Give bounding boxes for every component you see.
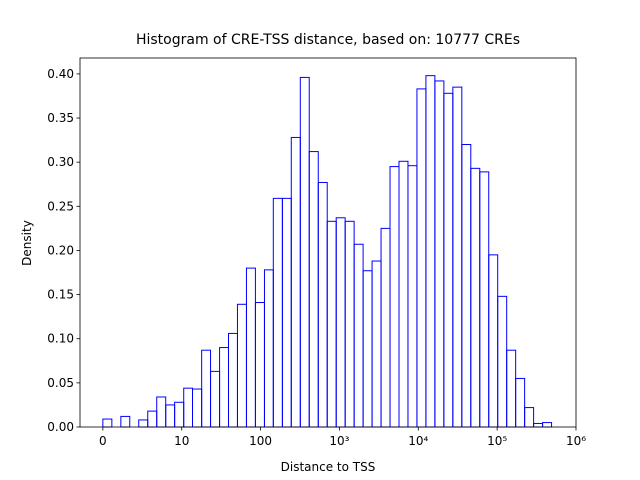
histogram-bar xyxy=(290,136,301,428)
y-tick-label: 0.40 xyxy=(47,67,74,81)
histogram-bar xyxy=(165,404,176,428)
histogram-bar xyxy=(344,220,355,428)
histogram-bar xyxy=(515,377,526,428)
histogram-bar xyxy=(174,401,185,428)
y-tick-label: 0.00 xyxy=(47,420,74,434)
y-axis-label: Density xyxy=(20,220,34,266)
histogram-bar xyxy=(470,167,481,428)
histogram-bar xyxy=(147,410,158,428)
histogram-bar xyxy=(542,422,553,428)
y-tick-label: 0.20 xyxy=(47,243,74,257)
x-tick-label: 100 xyxy=(249,434,272,448)
histogram-bar xyxy=(192,388,203,428)
histogram-bar xyxy=(219,347,230,428)
histogram-bar xyxy=(183,387,194,428)
x-tick-label: 10⁵ xyxy=(487,434,507,448)
y-tick-label: 0.05 xyxy=(47,376,74,390)
histogram-bar xyxy=(425,75,436,428)
histogram-bar xyxy=(497,295,508,428)
histogram-bar xyxy=(156,396,167,428)
histogram-bar xyxy=(461,144,472,428)
histogram-bar xyxy=(533,422,544,428)
x-tick-label: 10⁴ xyxy=(408,434,428,448)
histogram-bar xyxy=(488,254,499,428)
x-axis-label: Distance to TSS xyxy=(281,460,376,474)
histogram-bar xyxy=(407,165,418,428)
histogram-bar xyxy=(434,80,445,428)
histogram-bar xyxy=(479,171,490,428)
histogram-bar xyxy=(443,92,454,428)
histogram-bar xyxy=(210,370,221,428)
histogram-bar xyxy=(120,415,131,428)
histogram-bar xyxy=(380,227,391,428)
y-tick-label: 0.35 xyxy=(47,111,74,125)
histogram-bar xyxy=(335,217,346,428)
y-tick-label: 0.10 xyxy=(47,332,74,346)
histogram-bar xyxy=(245,267,256,428)
plot-frame xyxy=(79,57,577,428)
histogram-bar xyxy=(398,160,409,428)
histogram-bar xyxy=(362,270,373,428)
histogram-bar xyxy=(308,151,319,428)
histogram-bar xyxy=(138,419,149,428)
histogram-bar xyxy=(389,166,400,428)
histogram-bar xyxy=(416,88,427,428)
y-tick-label: 0.15 xyxy=(47,288,74,302)
y-tick-label: 0.25 xyxy=(47,199,74,213)
histogram-bar xyxy=(281,197,292,428)
histogram-bar xyxy=(263,269,274,428)
histogram-bar xyxy=(506,349,517,428)
histogram-bar xyxy=(326,220,337,428)
chart-title: Histogram of CRE-TSS distance, based on:… xyxy=(136,32,520,48)
histogram-bar xyxy=(272,197,283,428)
histogram-bar xyxy=(452,86,463,428)
x-tick-label: 10 xyxy=(174,434,189,448)
x-tick-label: 10³ xyxy=(329,434,349,448)
histogram-bar xyxy=(228,332,238,428)
x-tick-label: 0 xyxy=(99,434,107,448)
histogram-bar xyxy=(236,303,247,428)
histogram-bar xyxy=(254,302,265,428)
x-tick-label: 10⁶ xyxy=(566,434,586,448)
histogram-bar xyxy=(317,181,328,428)
histogram-bar xyxy=(299,76,310,428)
histogram-bar xyxy=(353,243,364,428)
histogram-bar xyxy=(102,418,113,428)
histogram-bar xyxy=(201,349,212,428)
histogram-bar xyxy=(524,407,535,428)
histogram-bar xyxy=(371,260,382,428)
y-tick-label: 0.30 xyxy=(47,155,74,169)
